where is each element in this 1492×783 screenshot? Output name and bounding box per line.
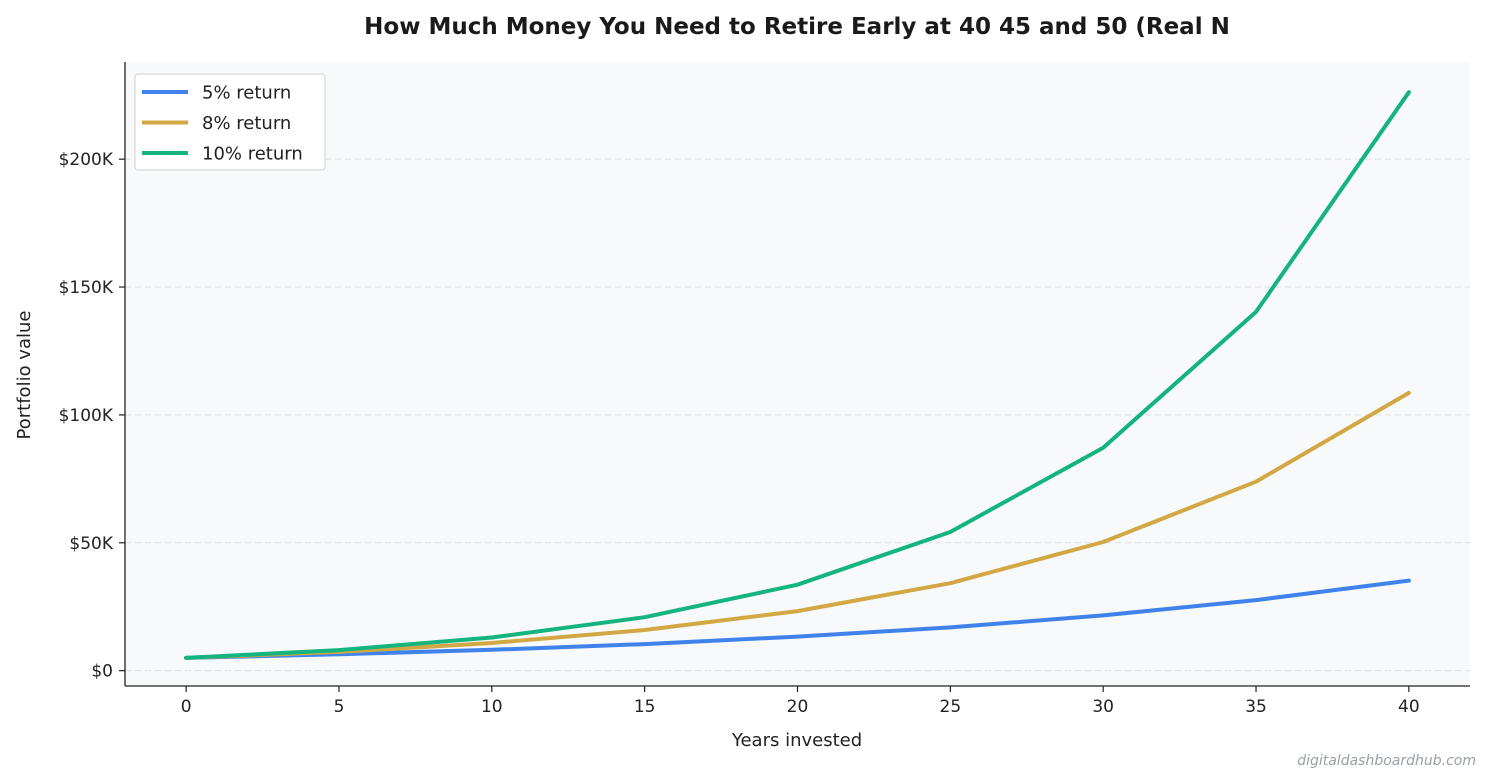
legend-entries: 5% return 8% return 10% return [142, 83, 303, 165]
y-tick-label: $0 [91, 662, 113, 682]
y-tick-label: $50K [69, 534, 113, 554]
legend-box [134, 73, 326, 171]
x-axis-label: Years invested [731, 730, 862, 751]
legend-label: 10% return [202, 144, 303, 165]
y-tick-label: $150K [59, 278, 114, 298]
chart-title: How Much Money You Need to Retire Early … [364, 14, 1230, 40]
y-tick-label: $100K [59, 406, 114, 426]
series-line-10-return [184, 90, 1411, 660]
x-tick-label: 20 [787, 697, 809, 717]
legend-label: 8% return [202, 113, 291, 134]
x-tick-label: 40 [1398, 697, 1420, 717]
plot-background [125, 62, 1470, 686]
x-tick-label: 5 [334, 697, 345, 717]
x-tick-label: 0 [181, 697, 192, 717]
x-tick-label: 25 [940, 697, 962, 717]
x-tick-label: 35 [1245, 697, 1267, 717]
x-tick-label: 15 [634, 697, 656, 717]
y-ticks: $0 $50K $100K $150K $200K [59, 150, 125, 682]
x-tick-label: 30 [1092, 697, 1114, 717]
x-ticks: 0 5 10 15 20 25 30 35 40 [181, 686, 1420, 717]
legend: 5% return 8% return 10% return [134, 73, 326, 171]
legend-label: 5% return [202, 83, 291, 104]
y-tick-label: $200K [59, 150, 114, 170]
watermark: digitaldashboardhub.com [1297, 753, 1476, 769]
grid [125, 158, 1470, 672]
x-tick-label: 10 [481, 697, 503, 717]
series-line-5-return [184, 578, 1411, 660]
y-axis-label: Portfolio value [14, 311, 35, 440]
series-line-8-return [184, 390, 1411, 660]
series-lines [184, 90, 1411, 660]
